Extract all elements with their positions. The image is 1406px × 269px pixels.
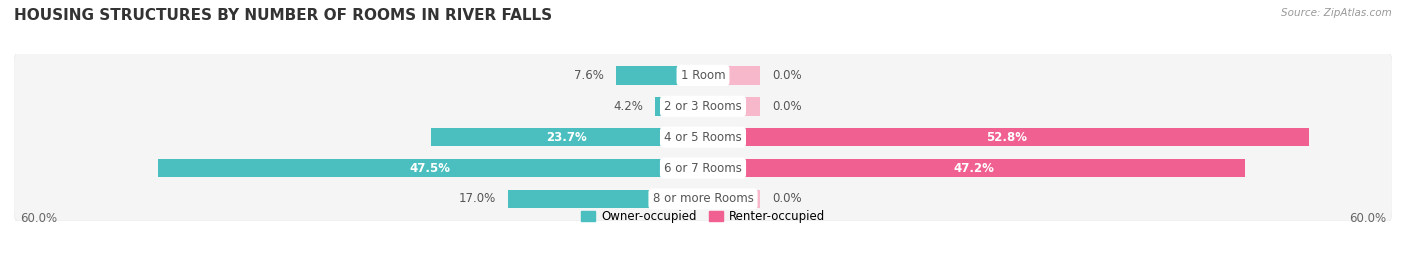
Text: 47.5%: 47.5%	[409, 162, 451, 175]
Bar	[703, 128, 1309, 146]
Text: 0.0%: 0.0%	[772, 100, 801, 113]
FancyBboxPatch shape	[14, 53, 1392, 98]
Text: 7.6%: 7.6%	[575, 69, 605, 82]
Text: 8 or more Rooms: 8 or more Rooms	[652, 192, 754, 206]
Bar	[508, 190, 703, 208]
FancyBboxPatch shape	[14, 84, 1392, 129]
Text: 47.2%: 47.2%	[953, 162, 994, 175]
FancyBboxPatch shape	[14, 115, 1392, 160]
FancyBboxPatch shape	[14, 54, 1392, 97]
FancyBboxPatch shape	[14, 146, 1392, 191]
Bar	[703, 159, 1244, 177]
Text: Source: ZipAtlas.com: Source: ZipAtlas.com	[1281, 8, 1392, 18]
Bar	[616, 66, 703, 85]
Legend: Owner-occupied, Renter-occupied: Owner-occupied, Renter-occupied	[576, 206, 830, 228]
Text: 0.0%: 0.0%	[772, 69, 801, 82]
Text: HOUSING STRUCTURES BY NUMBER OF ROOMS IN RIVER FALLS: HOUSING STRUCTURES BY NUMBER OF ROOMS IN…	[14, 8, 553, 23]
FancyBboxPatch shape	[14, 146, 1392, 190]
FancyBboxPatch shape	[14, 115, 1392, 159]
Text: 60.0%: 60.0%	[1350, 212, 1386, 225]
Text: 60.0%: 60.0%	[20, 212, 56, 225]
Text: 1 Room: 1 Room	[681, 69, 725, 82]
Text: 23.7%: 23.7%	[547, 131, 588, 144]
Text: 4 or 5 Rooms: 4 or 5 Rooms	[664, 131, 742, 144]
FancyBboxPatch shape	[14, 176, 1392, 221]
Bar	[655, 97, 703, 116]
Text: 17.0%: 17.0%	[460, 192, 496, 206]
FancyBboxPatch shape	[14, 84, 1392, 128]
Text: 52.8%: 52.8%	[986, 131, 1026, 144]
Text: 4.2%: 4.2%	[613, 100, 644, 113]
Bar	[157, 159, 703, 177]
Text: 0.0%: 0.0%	[772, 192, 801, 206]
Bar	[430, 128, 703, 146]
Bar	[703, 66, 761, 85]
Bar	[703, 190, 761, 208]
FancyBboxPatch shape	[14, 177, 1392, 221]
Text: 2 or 3 Rooms: 2 or 3 Rooms	[664, 100, 742, 113]
Bar	[703, 97, 761, 116]
Text: 6 or 7 Rooms: 6 or 7 Rooms	[664, 162, 742, 175]
